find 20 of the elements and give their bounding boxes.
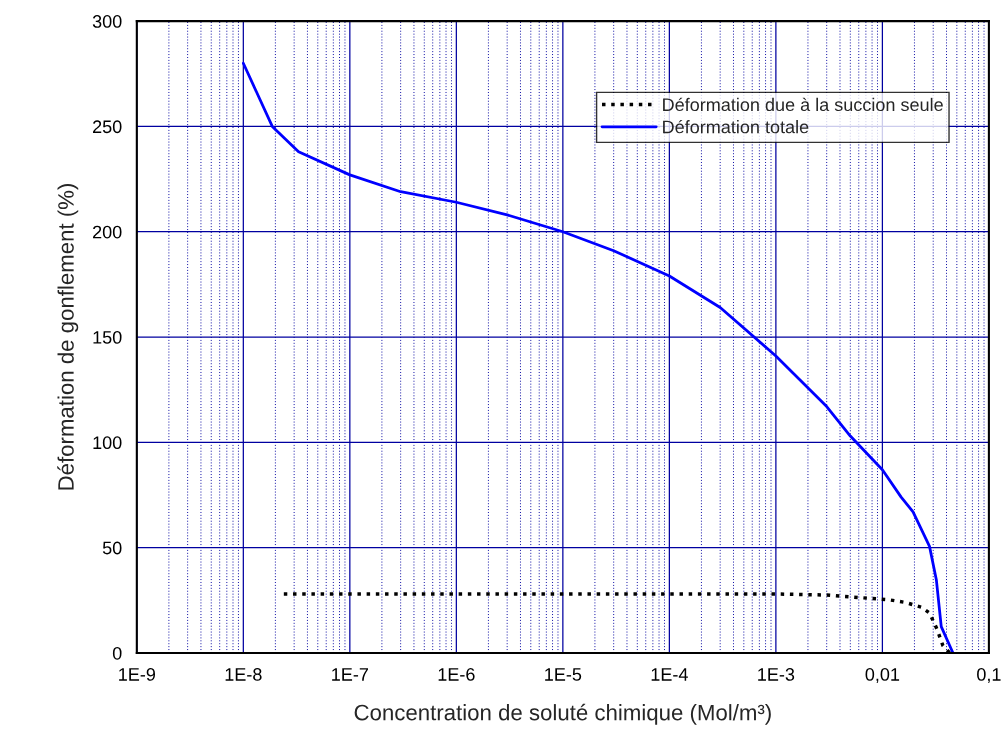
y-tick-label: 250 bbox=[93, 120, 122, 134]
x-tick-label: 0,1 bbox=[977, 668, 1001, 683]
y-tick-label: 100 bbox=[93, 436, 122, 450]
x-tick-label: 1E-3 bbox=[758, 668, 795, 681]
y-axis-title: Déformation de gonflement (%) bbox=[57, 184, 79, 490]
y-tick-label: 300 bbox=[92, 15, 122, 28]
x-tick-label: 1E-7 bbox=[332, 668, 368, 681]
y-tick-label: 50 bbox=[102, 541, 122, 555]
x-tick-label: 1E-8 bbox=[225, 668, 262, 681]
legend-label: Déformation totale bbox=[663, 119, 809, 134]
x-tick-label: 1E-4 bbox=[651, 668, 688, 681]
x-axis-title: Concentration de soluté chimique (Mol/m³) bbox=[354, 703, 771, 725]
x-tick-label: 1E-5 bbox=[545, 668, 582, 681]
y-tick-label: 0 bbox=[112, 646, 122, 660]
x-tick-label: 1E-9 bbox=[119, 668, 156, 681]
x-tick-label: 1E-6 bbox=[438, 668, 475, 681]
x-tick-label: 0,01 bbox=[865, 668, 900, 683]
legend-label: Déformation due à la succion seule bbox=[663, 97, 943, 112]
y-tick-label: 150 bbox=[93, 330, 122, 344]
y-tick-label: 200 bbox=[93, 225, 122, 239]
